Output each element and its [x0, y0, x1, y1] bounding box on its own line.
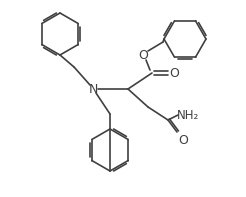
Text: N: N [88, 83, 98, 96]
Text: O: O [169, 67, 179, 80]
Text: O: O [178, 134, 188, 147]
Text: NH₂: NH₂ [177, 109, 199, 122]
Text: O: O [138, 48, 148, 61]
